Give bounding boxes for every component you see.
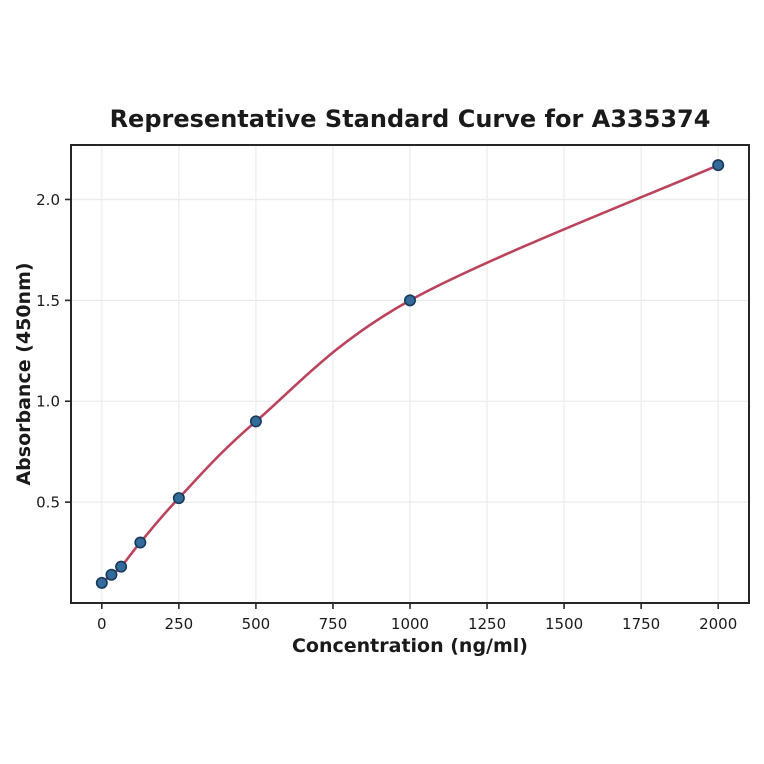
data-point <box>115 560 128 573</box>
x-tick-label: 1000 <box>391 615 429 633</box>
data-point <box>95 576 108 589</box>
y-tick-label: 1.0 <box>36 393 60 411</box>
tick-labels: 0 250 500 750 1000 1250 1500 1750 2000 0.5 1.0 1.5 2… <box>36 191 737 633</box>
y-tick-label: 2.0 <box>36 191 60 209</box>
y-tick-label: 1.5 <box>36 292 60 310</box>
x-tick-label: 0 <box>97 615 107 633</box>
x-tick-label: 1500 <box>545 615 583 633</box>
x-tick-label: 250 <box>165 615 194 633</box>
data-point <box>712 159 725 172</box>
x-tick-label: 2000 <box>699 615 737 633</box>
x-tick-label: 750 <box>319 615 348 633</box>
data-point <box>403 294 416 307</box>
y-axis-label: Absorbance (450nm) <box>13 262 35 485</box>
x-axis-label: Concentration (ng/ml) <box>292 635 528 657</box>
x-tick-label: 1750 <box>622 615 660 633</box>
x-tick-label: 500 <box>242 615 271 633</box>
axes <box>65 144 750 609</box>
data-point <box>172 492 185 505</box>
data-point <box>134 536 147 549</box>
chart-title: Representative Standard Curve for A33537… <box>110 105 711 133</box>
x-tick-label: 1250 <box>468 615 506 633</box>
gridlines <box>71 145 749 603</box>
y-tick-label: 0.5 <box>36 494 60 512</box>
data-point <box>105 568 118 581</box>
data-point <box>249 415 262 428</box>
data-series <box>95 159 725 589</box>
